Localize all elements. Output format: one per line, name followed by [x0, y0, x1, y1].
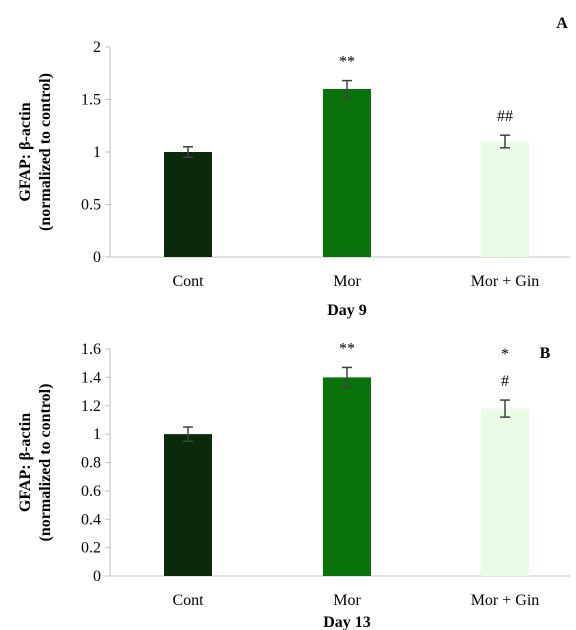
y-tick-label: 2: [93, 39, 101, 56]
y-tick-label: 0.2: [81, 540, 101, 557]
x-axis-title: Day 13: [323, 614, 371, 630]
significance-label: **: [339, 54, 355, 71]
bar-mor-gin: [481, 408, 529, 576]
bar-mor: [323, 89, 371, 257]
category-label: Cont: [172, 273, 204, 290]
category-label: Mor + Gin: [471, 273, 540, 290]
y-tick-label: 0.6: [81, 483, 101, 500]
category-label: Cont: [172, 592, 204, 609]
y-tick-label: 1.5: [81, 92, 101, 109]
y-tick-label: 0.8: [81, 455, 101, 472]
y-tick-label: 0.5: [81, 197, 101, 214]
y-tick-label: 1.4: [81, 369, 101, 386]
y-axis-title: (normalized to control): [37, 73, 54, 231]
y-tick-label: 1: [93, 426, 101, 443]
significance-label: **: [339, 340, 355, 357]
category-label: Mor: [333, 273, 361, 290]
panel-label: B: [540, 345, 551, 362]
y-tick-label: 0.4: [81, 511, 101, 528]
y-tick-label: 1.2: [81, 398, 101, 415]
y-tick-label: 1: [93, 144, 101, 161]
significance-label: ##: [497, 108, 513, 125]
category-label: Mor: [333, 592, 361, 609]
bar-cont: [164, 152, 212, 257]
y-axis-title: GFAP: β-actin: [17, 102, 34, 201]
y-tick-label: 1.6: [81, 341, 101, 358]
x-axis-title: Day 9: [327, 302, 367, 319]
significance-label: *: [501, 346, 509, 363]
chart-panel-a: 0 0.5 1 1.5 2 Cont ** Mor ## Mor + Gin Day 9 GFAP: …: [17, 15, 570, 319]
panel-label: A: [556, 15, 568, 32]
y-axis-title: (normalized to control): [37, 384, 54, 542]
category-label: Mor + Gin: [471, 592, 540, 609]
bar-mor: [323, 377, 371, 576]
y-tick-label: 0: [93, 568, 101, 585]
y-axis-title: GFAP: β-actin: [17, 413, 34, 512]
significance-label: #: [501, 373, 509, 390]
chart-panel-b: 0 0.2 0.4 0.6 0.8 1 1.2 1.4 1.6 Cont ** Mor * # Mor + …: [17, 340, 570, 630]
bar-mor-gin: [481, 141, 529, 257]
y-tick-label: 0: [93, 249, 101, 266]
bar-cont: [164, 434, 212, 576]
